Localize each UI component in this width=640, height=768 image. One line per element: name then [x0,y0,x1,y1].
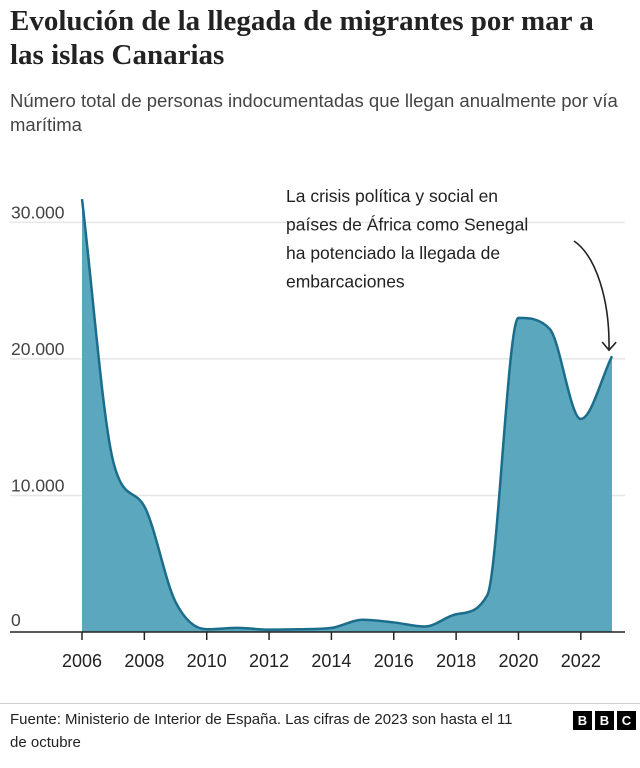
x-tick-label-2012: 2012 [249,651,289,671]
data-point-2015 [361,618,365,622]
series-line [80,198,614,631]
x-tick-label-2010: 2010 [187,651,227,671]
data-point-2009 [174,600,178,604]
bbc-logo-letter-c: C [617,711,636,730]
area-fill [82,199,612,632]
x-tick-label-2008: 2008 [124,651,164,671]
bbc-logo-letter-b2: B [595,711,614,730]
data-point-2022 [579,417,583,421]
x-tick-label-2020: 2020 [498,651,538,671]
x-tick-label-2014: 2014 [311,651,351,671]
source-note: Fuente: Ministerio de Interior de España… [10,711,513,751]
chart-subtitle: Número total de personas indocumentadas … [10,90,618,135]
annotation-text-line-1: La crisis política y social en [286,186,498,206]
data-point-2013 [298,627,302,631]
data-point-2019 [485,593,489,597]
data-point-2007 [111,459,115,463]
data-point-2020 [516,316,520,320]
data-point-2012 [267,628,271,632]
footer-divider [0,703,640,704]
data-point-2023 [610,354,614,358]
x-tick-label-2022: 2022 [561,651,601,671]
data-point-2006 [80,197,84,201]
annotation-arrow [573,240,617,352]
data-point-2008 [142,504,146,508]
annotation-text-line-2: países de África como Senegal [286,215,528,235]
area-chart: 0 10.000 20.000 30.000 2006 2008 2010 2012 2014 2… [10,186,625,671]
bbc-logo-letter-b1: B [573,711,592,730]
y-tick-label-10000: 10.000 [11,475,65,495]
data-point-2017 [423,625,427,629]
annotation-text-line-3: ha potenciado la llegada de [286,243,500,263]
bbc-logo: B B C [573,711,636,730]
data-point-2014 [329,626,333,630]
chart-title: Evolución de la llegada de migrantes por… [10,5,594,71]
y-tick-label-20000: 20.000 [11,339,65,359]
x-tick-label-2018: 2018 [436,651,476,671]
data-point-2021 [548,327,552,331]
data-point-2016 [392,620,396,624]
annotation-text-line-4: embarcaciones [286,272,405,292]
data-point-2018 [454,612,458,616]
data-point-2011 [236,626,240,630]
x-tick-label-2016: 2016 [374,651,414,671]
data-point-2010 [205,627,209,631]
y-tick-label-30000: 30.000 [11,202,65,222]
y-tick-label-0: 0 [11,610,21,630]
x-tick-label-2006: 2006 [62,651,102,671]
